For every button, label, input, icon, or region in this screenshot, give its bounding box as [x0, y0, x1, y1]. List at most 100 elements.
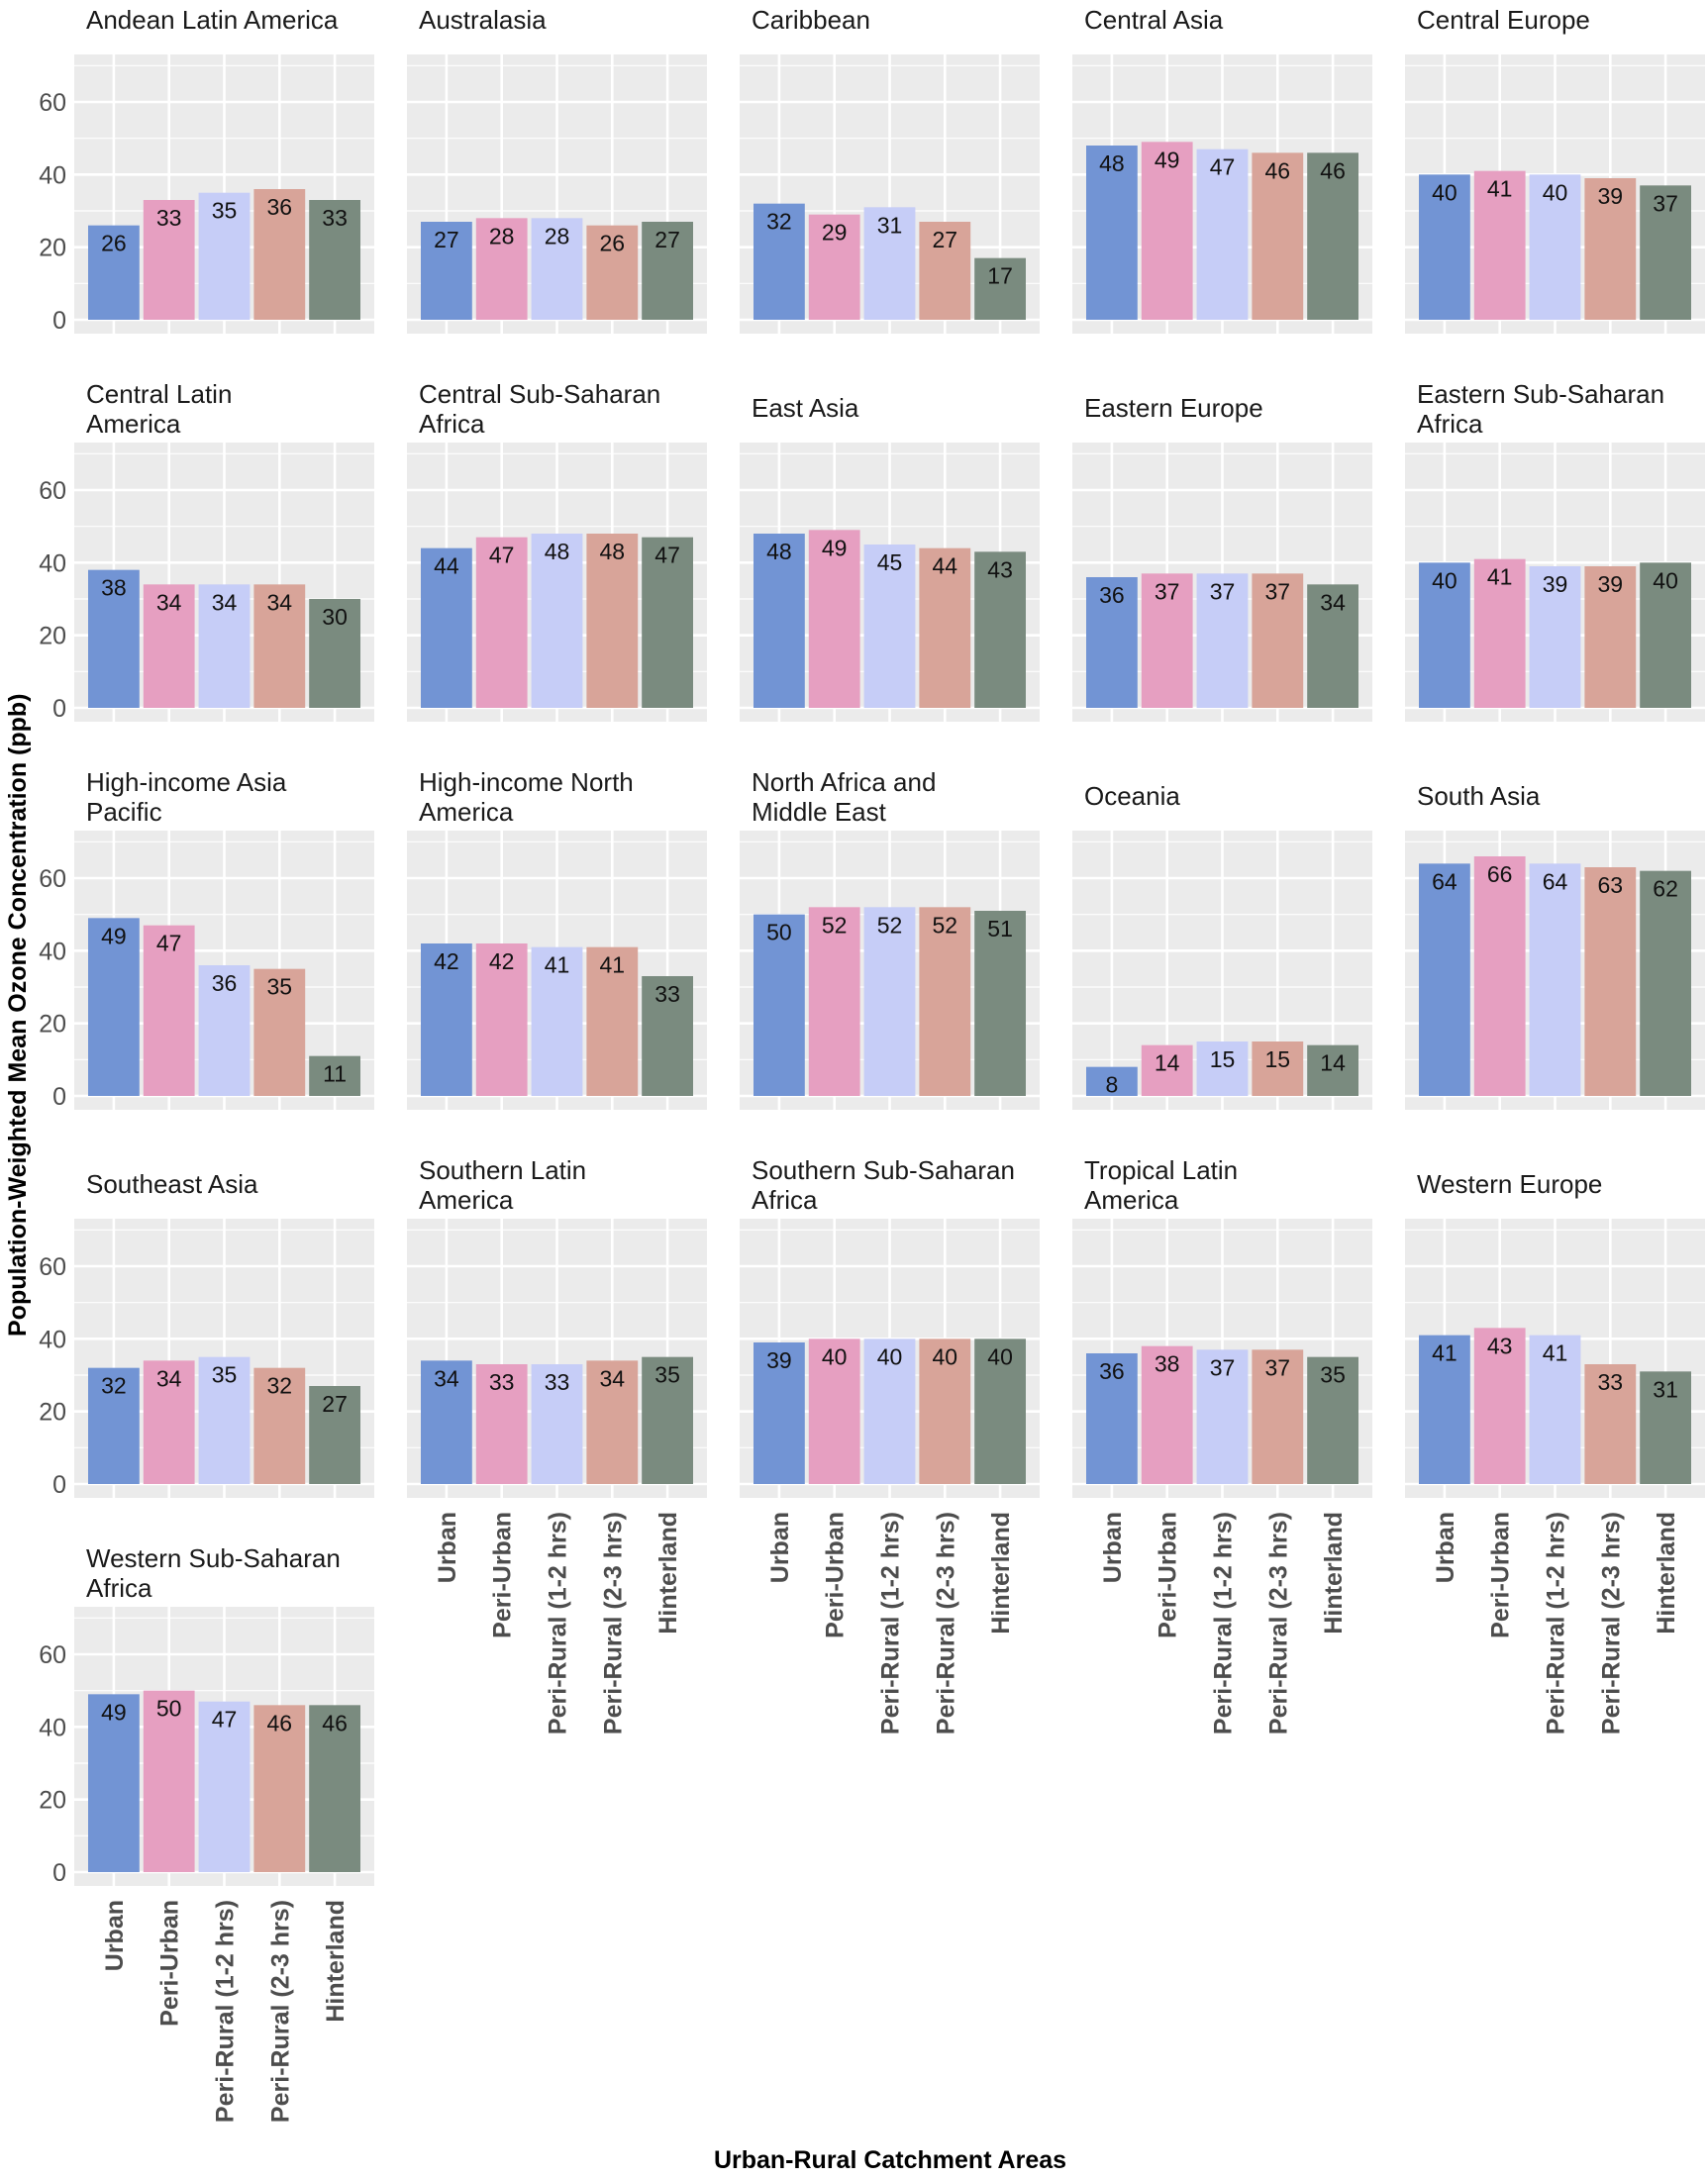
bar [1086, 146, 1138, 320]
y-tick-label: 20 [39, 1011, 66, 1039]
x-tick-label: Peri-Urban [822, 1512, 850, 1638]
bar-value-label: 33 [322, 205, 348, 231]
bar [531, 534, 583, 708]
bar-value-label: 42 [489, 948, 515, 974]
panel-title: America [419, 1185, 514, 1215]
x-tick-label: Peri-Rural (1-2 hrs) [877, 1512, 905, 1734]
bar [1141, 573, 1193, 708]
bar-value-label: 46 [267, 1710, 293, 1735]
bar [1196, 1349, 1249, 1484]
bar-value-label: 33 [545, 1369, 570, 1395]
bar [754, 203, 805, 320]
bar [642, 222, 693, 320]
bar [198, 1356, 251, 1484]
bar-value-label: 26 [101, 231, 127, 256]
bar-value-label: 38 [101, 575, 127, 601]
x-tick-label: Urban [101, 1900, 129, 1971]
bar [143, 200, 195, 320]
bar-value-label: 52 [822, 912, 848, 938]
bar-value-label: 63 [1598, 872, 1624, 898]
bar [1307, 584, 1358, 708]
bar [531, 946, 583, 1096]
y-tick-label: 40 [39, 161, 66, 189]
panel-title: Tropical Latin [1084, 1155, 1238, 1185]
bar [1196, 149, 1249, 320]
bar-value-label: 37 [1653, 190, 1678, 216]
bar [1419, 863, 1470, 1096]
x-tick-label: Peri-Urban [1487, 1512, 1515, 1638]
bar-value-label: 36 [1099, 582, 1125, 608]
bar-value-label: 47 [489, 543, 515, 568]
x-tick-label: Peri-Urban [156, 1900, 184, 2027]
bar-value-label: 37 [1265, 578, 1291, 604]
x-tick-label: Peri-Urban [489, 1512, 517, 1638]
bar-value-label: 14 [1155, 1050, 1180, 1076]
y-tick-label: 60 [39, 89, 66, 117]
y-tick-label: 60 [39, 477, 66, 505]
panel-title: Central Asia [1084, 5, 1224, 35]
panel-title: Pacific [86, 797, 162, 827]
bar [1252, 1349, 1304, 1484]
bar [421, 547, 472, 708]
bar-value-label: 41 [1487, 176, 1513, 202]
bar [143, 1360, 195, 1484]
bar-value-label: 38 [1155, 1351, 1180, 1377]
bar-value-label: 34 [212, 589, 238, 615]
bar-value-label: 41 [1432, 1340, 1457, 1366]
panel-title: Western Sub-Saharan [86, 1543, 341, 1573]
bar-value-label: 40 [1653, 567, 1678, 593]
bar-value-label: 35 [267, 974, 293, 1000]
bar [974, 551, 1026, 708]
bar [1529, 863, 1581, 1096]
bar [253, 189, 306, 320]
bar-value-label: 29 [822, 220, 848, 246]
bar-value-label: 49 [101, 923, 127, 948]
bar [808, 214, 860, 320]
y-tick-label: 40 [39, 938, 66, 965]
bar-value-label: 34 [156, 589, 182, 615]
bar [475, 218, 528, 320]
panel-title: Middle East [752, 797, 887, 827]
bar-value-label: 43 [987, 556, 1013, 582]
y-tick-label: 60 [39, 1641, 66, 1669]
bar [143, 1690, 195, 1872]
bar [143, 925, 195, 1096]
y-tick-label: 40 [39, 1326, 66, 1353]
bar-value-label: 32 [101, 1373, 127, 1399]
bar-value-label: 47 [654, 543, 680, 568]
bar [863, 1338, 916, 1484]
bar-value-label: 44 [933, 553, 958, 579]
bar [309, 1386, 360, 1484]
bar-value-label: 15 [1265, 1046, 1291, 1072]
bar [88, 569, 140, 708]
bar [974, 257, 1026, 320]
panel-title: Eastern Sub-Saharan [1417, 379, 1664, 409]
bar [586, 225, 639, 320]
bar-value-label: 51 [987, 916, 1013, 941]
bar-value-label: 40 [822, 1343, 848, 1369]
bar [1640, 185, 1691, 320]
bar [1086, 1353, 1138, 1484]
bar [974, 1338, 1026, 1484]
bar [198, 192, 251, 320]
x-axis-title: Urban-Rural Catchment Areas [713, 2146, 1067, 2174]
bar-value-label: 8 [1106, 1072, 1119, 1098]
y-tick-label: 0 [52, 695, 66, 723]
bar [754, 1342, 805, 1484]
bar-value-label: 47 [212, 1707, 238, 1733]
x-tick-label: Peri-Rural (2-3 hrs) [932, 1512, 959, 1734]
bar [1584, 867, 1637, 1096]
bar [919, 222, 971, 320]
y-tick-label: 20 [39, 1787, 66, 1815]
bar-value-label: 34 [1320, 589, 1346, 615]
x-tick-label: Urban [766, 1512, 794, 1583]
bar-value-label: 27 [654, 227, 680, 252]
bar [143, 584, 195, 708]
panel-title: Africa [419, 409, 485, 439]
bar [919, 1338, 971, 1484]
bar [421, 943, 472, 1096]
panel-title: America [86, 409, 181, 439]
panel-title: Caribbean [752, 5, 870, 35]
bar-value-label: 27 [322, 1391, 348, 1417]
x-tick-label: Peri-Rural (2-3 hrs) [599, 1512, 627, 1734]
